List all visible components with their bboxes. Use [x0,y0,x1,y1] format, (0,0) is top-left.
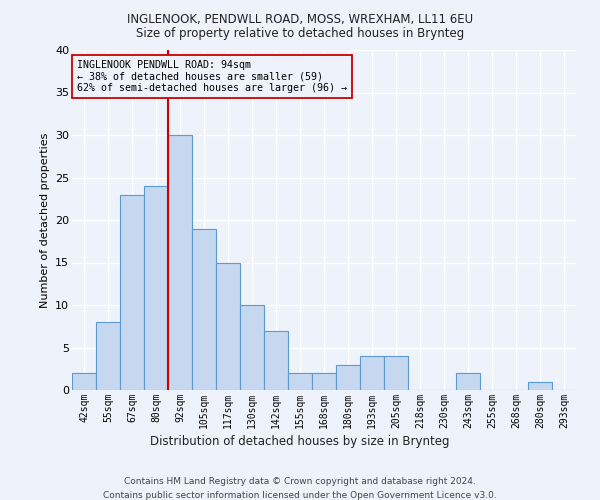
Bar [456,373,480,390]
Bar [528,382,552,390]
Bar [384,356,408,390]
Bar [360,356,384,390]
Text: Size of property relative to detached houses in Brynteg: Size of property relative to detached ho… [136,28,464,40]
Bar [240,305,264,390]
Text: INGLENOOK, PENDWLL ROAD, MOSS, WREXHAM, LL11 6EU: INGLENOOK, PENDWLL ROAD, MOSS, WREXHAM, … [127,12,473,26]
Text: INGLENOOK PENDWLL ROAD: 94sqm
← 38% of detached houses are smaller (59)
62% of s: INGLENOOK PENDWLL ROAD: 94sqm ← 38% of d… [77,60,347,94]
Bar [264,330,288,390]
Bar [312,373,336,390]
Bar [72,373,96,390]
Bar [192,228,216,390]
Y-axis label: Number of detached properties: Number of detached properties [40,132,50,308]
Bar [144,186,168,390]
Text: Contains public sector information licensed under the Open Government Licence v3: Contains public sector information licen… [103,491,497,500]
Text: Contains HM Land Registry data © Crown copyright and database right 2024.: Contains HM Land Registry data © Crown c… [124,478,476,486]
Bar [96,322,120,390]
Bar [288,373,312,390]
Bar [168,135,192,390]
Bar [216,262,240,390]
Bar [120,194,144,390]
Bar [336,364,360,390]
Text: Distribution of detached houses by size in Brynteg: Distribution of detached houses by size … [150,435,450,448]
